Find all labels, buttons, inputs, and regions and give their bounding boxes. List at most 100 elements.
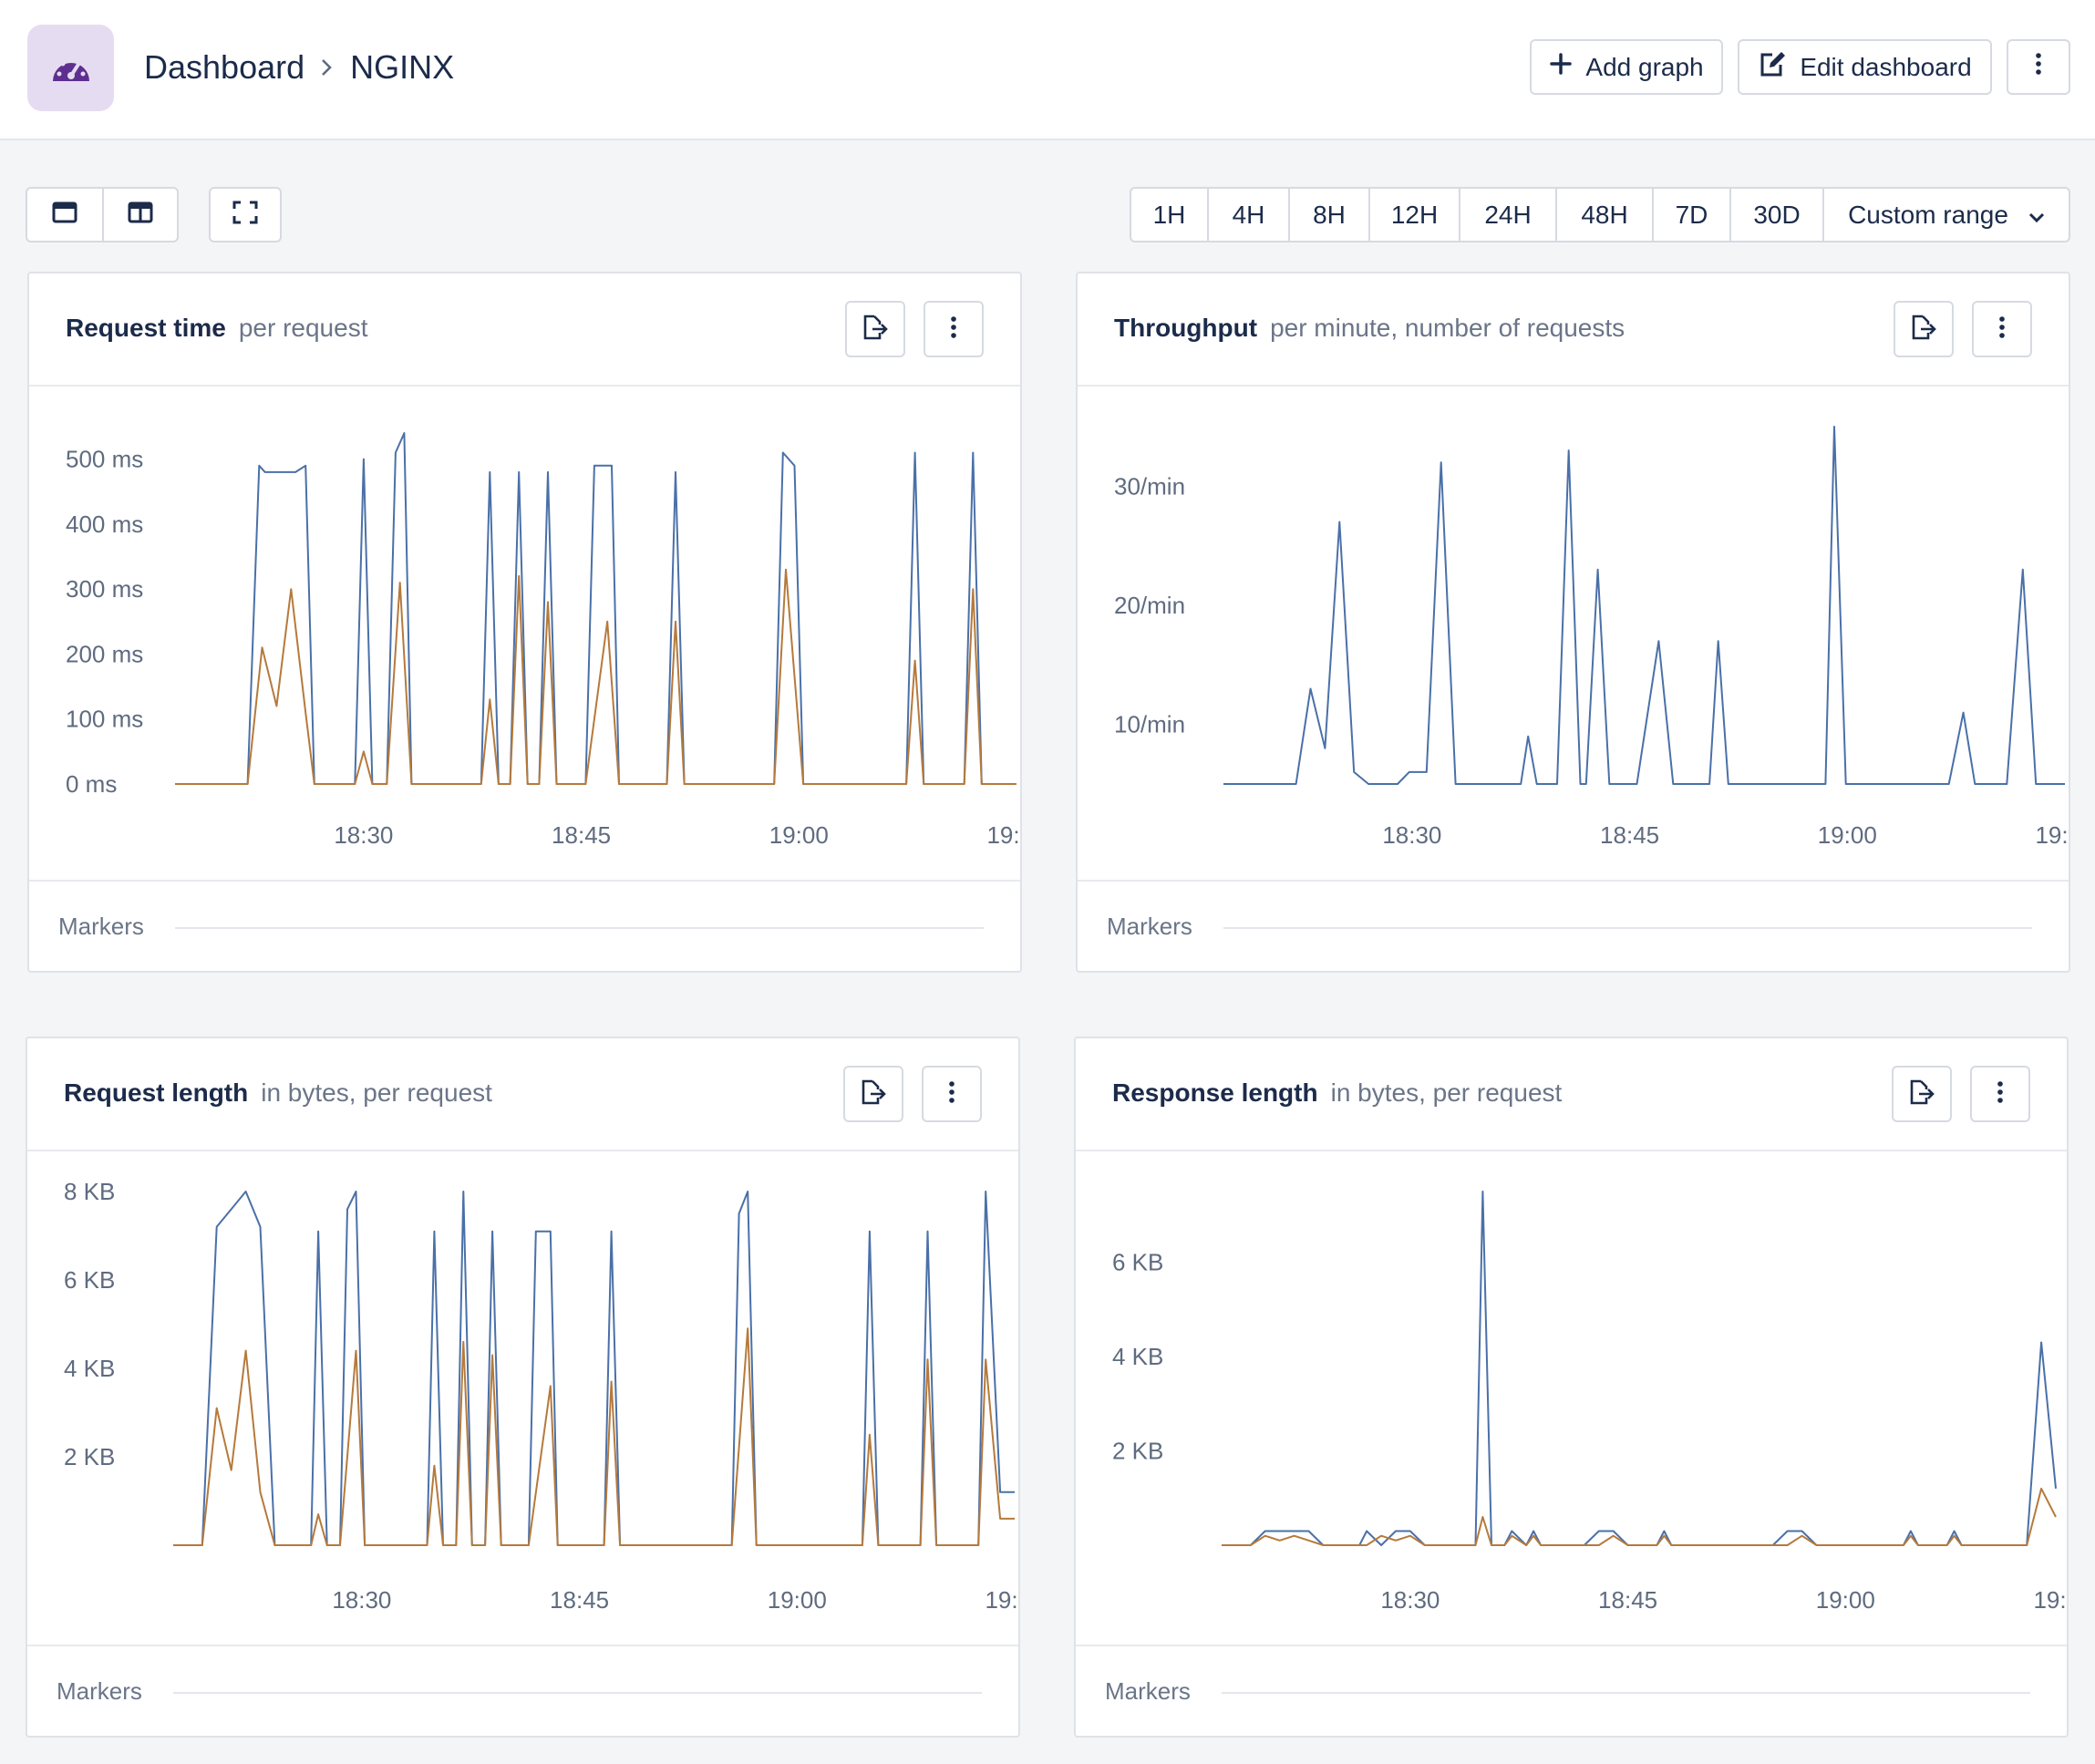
- fullscreen-group: [209, 187, 282, 242]
- more-vertical-icon: [948, 1080, 955, 1109]
- panel-menu-button[interactable]: [924, 301, 984, 357]
- export-button[interactable]: [1894, 301, 1954, 357]
- range-30d-button[interactable]: 30D: [1729, 189, 1822, 241]
- plus-icon: [1549, 52, 1573, 82]
- top-bar: Dashboard NGINX Add graph Edit dashboard: [0, 0, 2095, 140]
- x-tick-label: 18:45: [550, 1586, 609, 1614]
- y-tick-label: 200 ms: [66, 640, 143, 667]
- chevron-down-icon: [2028, 201, 2045, 230]
- panel-title: Throughput: [1114, 314, 1258, 342]
- request-time-chart: 0 ms 100 ms 200 ms 300 ms 400 ms 500 ms 18:30 1…: [66, 432, 1020, 849]
- y-tick-label: 2 KB: [64, 1443, 115, 1470]
- x-tick-label: 19:15: [2035, 821, 2069, 849]
- header-more-button[interactable]: [2007, 39, 2070, 95]
- x-tick-label: 18:30: [332, 1586, 391, 1614]
- request-length-chart: 2 KB 4 KB 6 KB 8 KB 18:30 18:45 19:00 19:15: [64, 1178, 1018, 1614]
- breadcrumb-current: NGINX: [350, 48, 455, 86]
- range-4h-button[interactable]: 4H: [1207, 189, 1288, 241]
- range-24h-button[interactable]: 24H: [1459, 189, 1555, 241]
- panel-subtitle: in bytes, per request: [1330, 1078, 1563, 1107]
- y-tick-label: 400 ms: [66, 511, 143, 538]
- panel-menu-button[interactable]: [1970, 1066, 2030, 1122]
- x-tick-label: 19:00: [769, 821, 829, 849]
- export-button[interactable]: [843, 1066, 903, 1122]
- x-tick-label: 18:30: [1382, 821, 1441, 849]
- x-tick-label: 19:00: [768, 1586, 827, 1614]
- range-48h-button[interactable]: 48H: [1555, 189, 1652, 241]
- y-tick-label: 20/min: [1114, 592, 1185, 619]
- custom-range-dropdown[interactable]: Custom range: [1822, 189, 2069, 241]
- markers-label: Markers: [57, 1677, 142, 1705]
- custom-range-label: Custom range: [1848, 200, 2008, 229]
- more-vertical-icon: [1997, 1080, 2004, 1109]
- x-tick-label: 18:30: [1380, 1586, 1440, 1614]
- more-vertical-icon: [2035, 52, 2042, 82]
- export-icon: [862, 314, 889, 346]
- more-vertical-icon: [950, 315, 957, 344]
- export-button[interactable]: [845, 301, 905, 357]
- two-column-layout-button[interactable]: [102, 189, 177, 241]
- markers-track[interactable]: [1222, 1692, 2030, 1694]
- panel-subtitle: in bytes, per request: [261, 1078, 492, 1107]
- x-tick-label: 19:00: [1818, 821, 1877, 849]
- y-tick-label: 0 ms: [66, 770, 117, 798]
- panel-title: Request time: [66, 314, 226, 342]
- y-tick-label: 300 ms: [66, 575, 143, 603]
- dashboard-gauge-icon[interactable]: [27, 25, 114, 111]
- panel-request-time: Request time per request 0 ms 100 ms 200 ms…: [27, 272, 1022, 973]
- markers-label: Markers: [1105, 1677, 1191, 1705]
- panel-response-length: Response length in bytes, per request 2 K…: [1074, 1037, 2069, 1738]
- x-tick-label: 18:45: [552, 821, 611, 849]
- markers-track[interactable]: [175, 927, 984, 929]
- y-tick-label: 8 KB: [64, 1178, 115, 1205]
- x-tick-label: 18:45: [1598, 1586, 1657, 1614]
- edit-icon: [1758, 50, 1787, 84]
- series-line-1[interactable]: [1223, 426, 2065, 785]
- series-line-1[interactable]: [173, 1191, 1015, 1546]
- x-tick-label: 19:00: [1816, 1586, 1875, 1614]
- panel-menu-button[interactable]: [922, 1066, 982, 1122]
- x-tick-label: 19:15: [985, 1586, 1018, 1614]
- panel-title: Response length: [1112, 1078, 1318, 1107]
- y-tick-label: 6 KB: [64, 1266, 115, 1294]
- fullscreen-button[interactable]: [211, 189, 280, 241]
- x-tick-label: 18:45: [1600, 821, 1659, 849]
- panel-throughput: Throughput per minute, number of requests…: [1076, 272, 2070, 973]
- panel-title: Request length: [64, 1078, 249, 1107]
- series-line-2[interactable]: [175, 568, 1017, 785]
- export-button[interactable]: [1892, 1066, 1952, 1122]
- x-tick-label: 19:15: [2033, 1586, 2067, 1614]
- series-line-2[interactable]: [173, 1327, 1015, 1546]
- range-1h-button[interactable]: 1H: [1152, 200, 1186, 229]
- single-column-layout-button[interactable]: [27, 189, 102, 241]
- series-line-2[interactable]: [1222, 1487, 2057, 1546]
- fullscreen-icon: [232, 201, 258, 229]
- series-line-1[interactable]: [1222, 1191, 2057, 1546]
- export-icon: [860, 1078, 887, 1110]
- markers-track[interactable]: [173, 1692, 982, 1694]
- layout-toggle-group: [26, 187, 179, 242]
- y-tick-label: 4 KB: [64, 1355, 115, 1382]
- breadcrumb-dashboard-link[interactable]: Dashboard: [144, 48, 305, 86]
- markers-label: Markers: [1107, 913, 1192, 940]
- panel-subtitle: per minute, number of requests: [1270, 314, 1625, 342]
- edit-dashboard-button[interactable]: Edit dashboard: [1738, 39, 1992, 95]
- panel-menu-button[interactable]: [1972, 301, 2032, 357]
- y-tick-label: 500 ms: [66, 446, 143, 473]
- export-icon: [1910, 314, 1937, 346]
- chevron-right-icon: [319, 57, 334, 77]
- range-8h-button[interactable]: 8H: [1288, 189, 1368, 241]
- panel-request-length: Request length in bytes, per request 2 KB…: [26, 1037, 1020, 1738]
- y-tick-label: 100 ms: [66, 706, 143, 733]
- y-tick-label: 10/min: [1114, 711, 1185, 738]
- response-length-chart: 2 KB 4 KB 6 KB 18:30 18:45 19:00 19:15: [1112, 1191, 2067, 1614]
- range-7d-button[interactable]: 7D: [1652, 189, 1729, 241]
- more-vertical-icon: [1998, 315, 2006, 344]
- y-tick-label: 6 KB: [1112, 1249, 1163, 1276]
- series-line-1[interactable]: [175, 432, 1017, 785]
- edit-dashboard-label: Edit dashboard: [1800, 52, 1972, 81]
- add-graph-button[interactable]: Add graph: [1530, 39, 1723, 95]
- range-12h-button[interactable]: 12H: [1368, 189, 1459, 241]
- y-tick-label: 4 KB: [1112, 1343, 1163, 1370]
- markers-track[interactable]: [1223, 927, 2032, 929]
